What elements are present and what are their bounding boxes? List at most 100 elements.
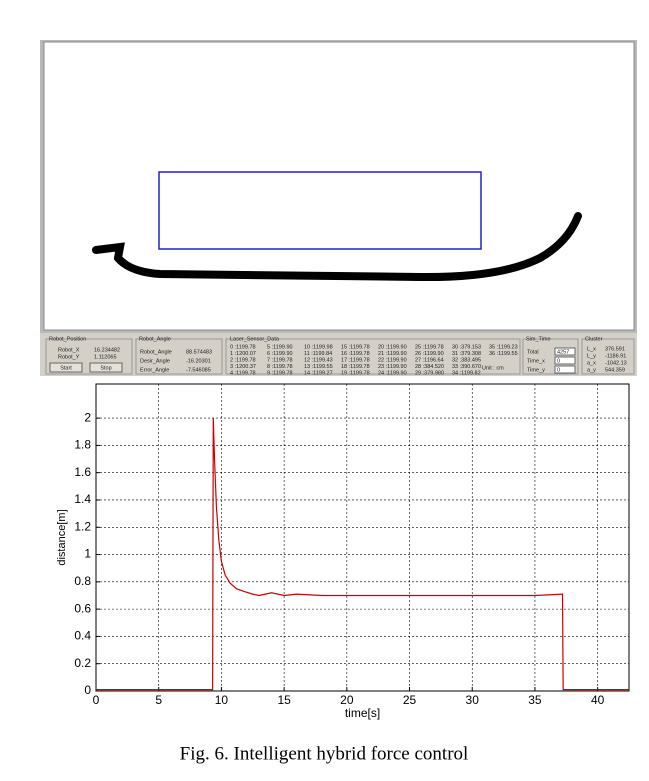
panel-value: 16.234482	[94, 347, 120, 353]
laser-value: 20 :1199.90	[378, 344, 407, 350]
y-tick-label: 0.6	[74, 601, 91, 615]
panel-value: 4257	[557, 349, 569, 355]
panel-value: 0	[557, 358, 560, 364]
sim-canvas	[43, 41, 635, 331]
laser-value: 21 :1199.90	[378, 351, 407, 357]
laser-value: 11 :1199.84	[304, 351, 332, 357]
laser-value: 33 :390.670	[452, 364, 481, 370]
panel-text: Robot_X	[58, 347, 80, 353]
panel-text: a_x	[587, 360, 596, 366]
laser-value: 15 :1199.78	[341, 344, 370, 350]
panel-text: Unit : cm	[482, 365, 504, 371]
laser-value: 32 :383.495	[452, 357, 481, 363]
group-box	[135, 338, 223, 375]
y-tick-label: 0.2	[74, 656, 91, 670]
laser-value: 17 :1199.78	[341, 357, 370, 363]
group-box	[45, 338, 133, 375]
panel-text: Time_x	[527, 358, 545, 364]
robot-trajectory	[92, 212, 582, 282]
input-box	[554, 347, 576, 356]
x-tick-label: 25	[403, 693, 417, 707]
laser-value: 36 :1199.55	[489, 351, 518, 357]
group-box	[522, 338, 579, 375]
group-title: Sim_Time	[526, 336, 551, 342]
laser-value: 18 :1199.78	[341, 364, 370, 370]
x-tick-label: 20	[340, 693, 354, 707]
laser-value: 12 :1199.43	[304, 357, 333, 363]
laser-value: 7 :1199.78	[267, 357, 293, 363]
laser-value: 13 :1199.55	[304, 364, 333, 370]
x-tick-label: 30	[466, 693, 480, 707]
y-tick-label: 1	[84, 547, 91, 561]
panel-text: Desir_Angle	[140, 358, 170, 364]
group-title: Cluster	[585, 336, 603, 342]
panel-value: 88.574483	[186, 349, 212, 355]
x-tick-label: 35	[528, 693, 542, 707]
panel-text: L_y	[587, 353, 596, 359]
button[interactable]	[49, 362, 83, 373]
y-tick-label: 1.6	[74, 465, 91, 479]
button[interactable]	[89, 362, 123, 373]
panel-value: -1186.91	[605, 353, 626, 359]
panel-text: Error_Angle	[140, 367, 169, 373]
axes-box	[95, 383, 630, 692]
laser-value: 6 :1199.90	[267, 351, 293, 357]
group-title: Robot_Angle	[139, 336, 171, 342]
x-tick-label: 10	[215, 693, 229, 707]
laser-value: 30 :379.153	[452, 344, 481, 350]
panel-text: Robot_Y	[58, 354, 80, 360]
panel-value: 1.112065	[94, 354, 117, 360]
y-tick-label: 2	[84, 410, 91, 424]
y-tick-label: 0.4	[74, 629, 91, 643]
button-label[interactable]: Start	[60, 365, 72, 371]
panel-value: -16.20301	[186, 358, 211, 364]
data-line	[96, 418, 629, 691]
input-box	[554, 365, 576, 374]
laser-value: 3 :1200.37	[230, 364, 256, 370]
group-title: Laser_Sensor_Data	[230, 336, 280, 342]
laser-value: 14 :1199.27	[304, 370, 333, 376]
button-label[interactable]: Stop	[100, 365, 111, 371]
x-tick-label: 0	[93, 693, 100, 707]
panel-text: a_y	[587, 367, 596, 373]
plot-area	[96, 384, 629, 691]
y-tick-label: 1.8	[74, 438, 91, 452]
x-tick-label: 40	[591, 693, 605, 707]
panel-text: L_x	[587, 346, 596, 352]
x-tick-label: 5	[155, 693, 162, 707]
panel-text: Robot_Angle	[140, 349, 172, 355]
laser-value: 29 :379.980	[415, 370, 444, 376]
laser-value: 35 :1199.23	[489, 344, 518, 350]
y-tick-label: 0.8	[74, 574, 91, 588]
y-axis-label: distance[m]	[56, 509, 68, 565]
laser-value: 27 :1196.64	[415, 357, 444, 363]
y-tick-label: 0	[84, 683, 91, 697]
laser-value: 31 :379.308	[452, 351, 481, 357]
laser-value: 28 :384.520	[415, 364, 444, 370]
laser-value: 34 :1199.82	[452, 370, 481, 376]
panel-value: -7.546085	[186, 367, 211, 373]
laser-value: 4 :1199.78	[230, 370, 256, 376]
laser-value: 0 :1199.78	[230, 344, 256, 350]
y-tick-label: 1.4	[74, 492, 91, 506]
group-box	[581, 338, 635, 375]
laser-value: 16 :1199.78	[341, 351, 370, 357]
group-title: Robot_Position	[49, 336, 86, 342]
group-box	[225, 338, 521, 375]
x-axis-label: time[s]	[345, 706, 380, 720]
laser-value: 1 :1200.07	[230, 351, 256, 357]
panel-value: -1042.13	[605, 360, 627, 366]
panel-value: 544.359	[605, 367, 625, 373]
input-box	[554, 356, 576, 365]
panel-value: 0	[557, 367, 560, 373]
laser-value: 10 :1199.98	[304, 344, 333, 350]
laser-value: 25 :1199.78	[415, 344, 444, 350]
y-tick-label: 1.2	[74, 519, 91, 533]
caption: Fig. 6. Intelligent hybrid force control	[180, 743, 469, 764]
laser-value: 24 :1199.90	[378, 370, 407, 376]
laser-value: 5 :1199.90	[267, 344, 293, 350]
laser-value: 8 :1199.78	[267, 364, 293, 370]
laser-value: 9 :1199.78	[267, 370, 293, 376]
panel-text: Total	[527, 349, 539, 355]
